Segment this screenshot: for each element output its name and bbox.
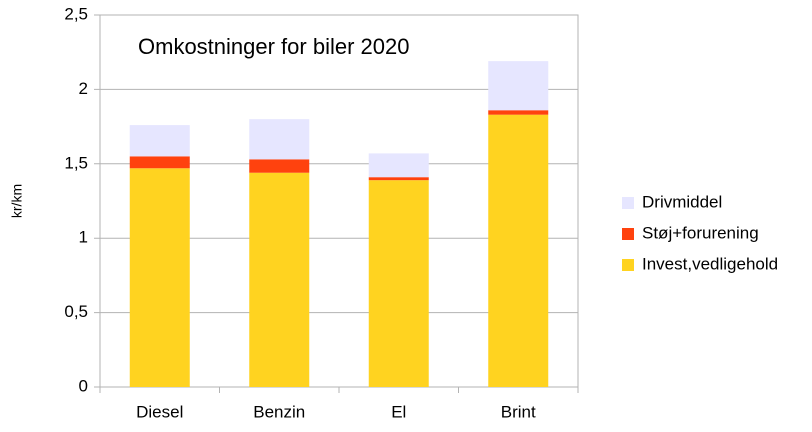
legend-swatch: [622, 197, 634, 209]
y-tick-label: 0,5: [64, 302, 88, 321]
y-tick-label: 2: [79, 79, 88, 98]
bar-segment: [249, 119, 310, 160]
bar-segment: [368, 153, 429, 178]
y-tick-label: 0: [79, 376, 88, 395]
x-tick-label: El: [391, 402, 406, 421]
legend-label: Drivmiddel: [642, 192, 722, 211]
x-tick-label: Diesel: [136, 402, 183, 421]
bar-segment: [488, 61, 549, 111]
bar-segment: [368, 177, 429, 181]
bar-segment: [129, 168, 190, 387]
y-tick-label: 1: [79, 228, 88, 247]
bar-segment: [249, 172, 310, 387]
legend-label: Invest,vedligehold: [642, 254, 778, 273]
chart-title: Omkostninger for biler 2020: [138, 34, 409, 59]
bar-segment: [129, 125, 190, 157]
bar-segment: [368, 180, 429, 387]
bar-segment: [488, 110, 549, 115]
y-axis-label: kr/km: [9, 184, 25, 218]
x-tick-label: Brint: [501, 402, 536, 421]
bar-segment: [249, 159, 310, 173]
bar-segment: [488, 114, 549, 388]
y-tick-label: 1,5: [64, 153, 88, 172]
legend-swatch: [622, 259, 634, 271]
legend-label: Støj+forurening: [642, 223, 759, 242]
x-tick-label: Benzin: [253, 402, 305, 421]
y-tick-label: 2,5: [64, 4, 88, 23]
legend-swatch: [622, 228, 634, 240]
bar-segment: [129, 156, 190, 169]
